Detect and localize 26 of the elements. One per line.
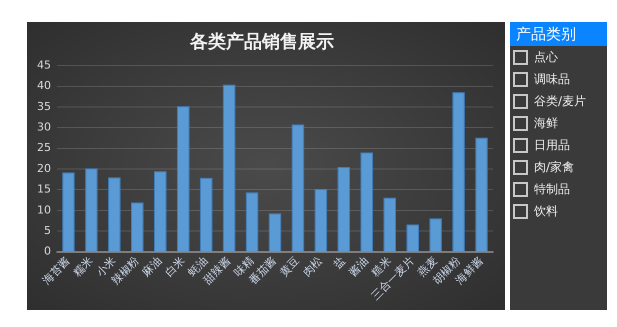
y-tick-label: 40 [36,79,51,92]
text: 调味品 [534,70,570,88]
chart-title: 各类产品销售展示 [189,31,334,52]
x-tick-label: 盐 [331,254,348,272]
text: 点心 [534,48,558,66]
text: 肉/家禽 [534,158,574,176]
text: 谷类/麦片 [534,92,586,110]
y-tick-label: 5 [44,224,51,237]
legend-title: 产品类别 [510,22,607,46]
x-tick-label: 白米 [162,254,188,280]
x-tick-label: 麻油 [140,254,164,280]
x-tick-label: 糯米 [70,254,96,280]
x-tick-label: 酱油 [346,254,371,280]
y-tick-label: 30 [36,120,51,134]
text: 日用品 [534,136,570,154]
x-tick-label: 肉松 [300,254,326,280]
text: 海鲜 [534,114,558,132]
y-tick-label: 25 [36,141,51,154]
y-tick-label: 10 [36,203,51,216]
text: 特制品 [534,180,570,198]
y-tick-label: 15 [36,182,51,196]
text: 饮料 [534,202,558,220]
y-tick-label: 35 [36,100,51,113]
x-tick-label: 黄豆 [277,254,302,280]
y-tick-label: 45 [36,58,51,72]
y-tick-label: 20 [36,162,51,175]
